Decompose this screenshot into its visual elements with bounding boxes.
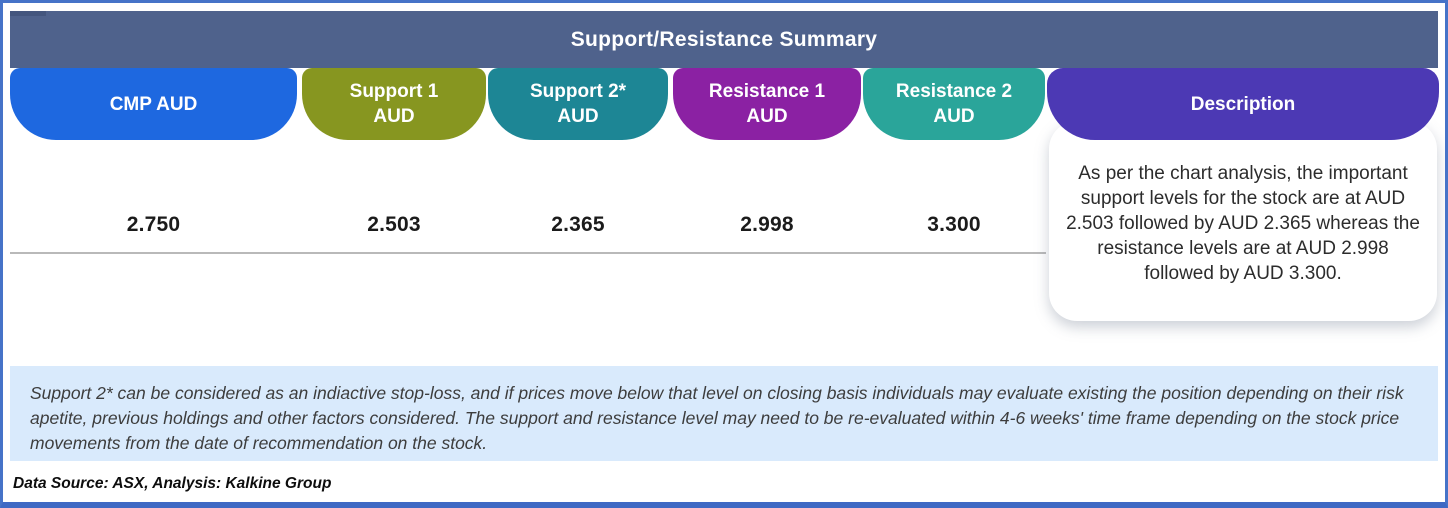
column-header-label: Resistance 1 AUD bbox=[708, 81, 826, 127]
description-text: As per the chart analysis, the important… bbox=[1066, 163, 1420, 284]
table-title: Support/Resistance Summary bbox=[570, 27, 878, 51]
value-support-2-aud: 2.365 bbox=[551, 213, 605, 236]
column-header-label: CMP AUD bbox=[109, 93, 198, 115]
table-title-bar: Support/Resistance Summary bbox=[10, 11, 1438, 68]
title-bar-corner-artifact bbox=[10, 11, 46, 16]
column-header-support-2-aud: Support 2* AUD bbox=[488, 68, 668, 140]
value-cmp-aud: 2.750 bbox=[126, 213, 181, 236]
data-source-caption: Data Source: ASX, Analysis: Kalkine Grou… bbox=[13, 475, 332, 492]
column-header-label: Description bbox=[1190, 93, 1296, 115]
column-header-description: Description bbox=[1047, 68, 1439, 140]
value-resistance-1-aud: 2.998 bbox=[740, 213, 794, 236]
stop-loss-note-text: Support 2* can be considered as an india… bbox=[30, 383, 1404, 453]
column-header-label: Support 1 AUD bbox=[349, 81, 439, 127]
column-header-support-1-aud: Support 1 AUD bbox=[302, 68, 486, 140]
value-support-1-aud: 2.503 bbox=[367, 213, 421, 236]
stop-loss-note-box: Support 2* can be considered as an india… bbox=[10, 366, 1438, 461]
column-header-label: Support 2* AUD bbox=[529, 81, 627, 127]
column-header-resistance-2-aud: Resistance 2 AUD bbox=[863, 68, 1045, 140]
column-header-cmp-aud: CMP AUD bbox=[10, 68, 297, 140]
column-header-label: Resistance 2 AUD bbox=[895, 81, 1013, 127]
row-separator-line bbox=[10, 252, 1046, 254]
column-header-resistance-1-aud: Resistance 1 AUD bbox=[673, 68, 861, 140]
description-card: As per the chart analysis, the important… bbox=[1049, 121, 1437, 321]
value-resistance-2-aud: 3.300 bbox=[927, 213, 981, 236]
